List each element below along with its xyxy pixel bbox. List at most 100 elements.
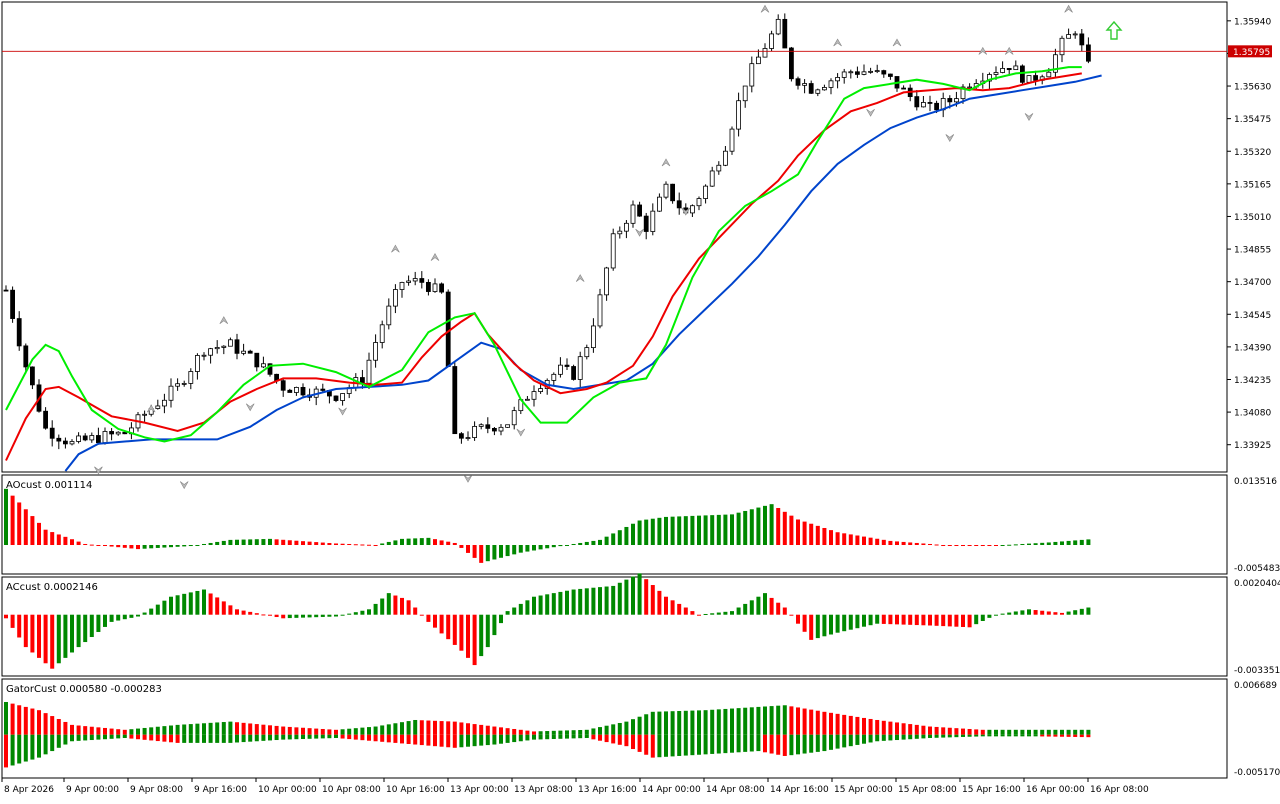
candle[interactable]	[841, 68, 847, 84]
candle[interactable]	[868, 67, 873, 74]
candle[interactable]	[155, 399, 161, 410]
candle[interactable]	[412, 271, 418, 286]
candle[interactable]	[927, 95, 933, 112]
candle[interactable]	[472, 421, 478, 441]
candle[interactable]	[458, 432, 464, 444]
candle[interactable]	[29, 366, 35, 390]
candle[interactable]	[663, 181, 669, 200]
candle[interactable]	[491, 427, 497, 436]
candle[interactable]	[769, 30, 774, 51]
candle[interactable]	[23, 343, 29, 374]
candle[interactable]	[175, 378, 181, 391]
candle[interactable]	[584, 344, 590, 360]
candle[interactable]	[762, 43, 768, 58]
candle[interactable]	[254, 352, 260, 372]
candle[interactable]	[874, 64, 880, 74]
candle[interactable]	[76, 432, 81, 444]
candle[interactable]	[624, 220, 629, 239]
candle[interactable]	[56, 434, 62, 450]
candle[interactable]	[386, 298, 392, 330]
candle[interactable]	[366, 352, 372, 389]
candle[interactable]	[756, 49, 761, 65]
candle[interactable]	[610, 228, 616, 271]
candle[interactable]	[373, 334, 379, 368]
candle[interactable]	[696, 196, 702, 211]
candle[interactable]	[822, 84, 827, 91]
candle[interactable]	[855, 66, 860, 79]
candle[interactable]	[96, 427, 101, 445]
candle[interactable]	[1086, 37, 1091, 64]
candle[interactable]	[260, 356, 266, 369]
candle[interactable]	[300, 383, 306, 399]
candle[interactable]	[690, 204, 695, 217]
candle[interactable]	[775, 14, 781, 36]
candle[interactable]	[1059, 35, 1065, 63]
candle[interactable]	[16, 311, 22, 351]
candle[interactable]	[43, 407, 48, 430]
candle[interactable]	[716, 161, 722, 175]
candle[interactable]	[432, 278, 438, 293]
candle[interactable]	[115, 431, 121, 436]
candle[interactable]	[828, 78, 834, 95]
candle[interactable]	[531, 385, 537, 407]
candle[interactable]	[419, 271, 425, 289]
candle[interactable]	[795, 76, 801, 90]
candle[interactable]	[789, 46, 794, 82]
candle[interactable]	[723, 145, 728, 167]
candle[interactable]	[208, 347, 214, 364]
candle[interactable]	[525, 396, 530, 401]
candle[interactable]	[861, 64, 867, 76]
candle[interactable]	[703, 184, 708, 204]
candle[interactable]	[221, 345, 227, 355]
candle[interactable]	[736, 92, 741, 137]
candle[interactable]	[478, 423, 484, 430]
candle[interactable]	[340, 393, 346, 406]
candle[interactable]	[835, 73, 840, 89]
candle[interactable]	[1020, 64, 1025, 85]
candle[interactable]	[657, 193, 662, 212]
candle[interactable]	[815, 88, 821, 97]
candle[interactable]	[142, 410, 148, 422]
candle[interactable]	[881, 69, 887, 78]
candle[interactable]	[379, 320, 385, 349]
candle[interactable]	[921, 95, 926, 108]
candle[interactable]	[406, 275, 412, 286]
candle[interactable]	[538, 384, 543, 394]
candle[interactable]	[1079, 29, 1085, 52]
candle[interactable]	[293, 386, 299, 396]
candle[interactable]	[69, 439, 75, 446]
candle[interactable]	[637, 201, 642, 217]
candle[interactable]	[333, 395, 339, 403]
candle[interactable]	[505, 424, 511, 428]
candle[interactable]	[1026, 75, 1032, 83]
candle[interactable]	[742, 85, 748, 108]
candle[interactable]	[630, 200, 636, 228]
candle[interactable]	[194, 353, 200, 380]
candle[interactable]	[591, 318, 596, 353]
candle[interactable]	[1000, 61, 1005, 74]
candle[interactable]	[465, 431, 471, 441]
candle[interactable]	[241, 343, 247, 356]
candle[interactable]	[498, 423, 504, 436]
candle[interactable]	[571, 364, 576, 381]
candle[interactable]	[901, 85, 906, 90]
candle[interactable]	[392, 284, 398, 314]
candle[interactable]	[643, 212, 649, 240]
ao-panel[interactable]	[1, 474, 1228, 575]
candle[interactable]	[3, 285, 9, 292]
candle[interactable]	[445, 289, 451, 367]
candle[interactable]	[320, 383, 326, 393]
candle[interactable]	[214, 340, 220, 354]
candle[interactable]	[10, 286, 16, 323]
candle[interactable]	[188, 368, 194, 390]
candle[interactable]	[1066, 28, 1071, 39]
candle[interactable]	[201, 352, 207, 361]
candle[interactable]	[914, 89, 920, 111]
candle[interactable]	[709, 166, 715, 187]
candle[interactable]	[452, 362, 458, 435]
candle[interactable]	[802, 79, 807, 94]
candle[interactable]	[63, 437, 68, 449]
candle[interactable]	[617, 226, 623, 239]
